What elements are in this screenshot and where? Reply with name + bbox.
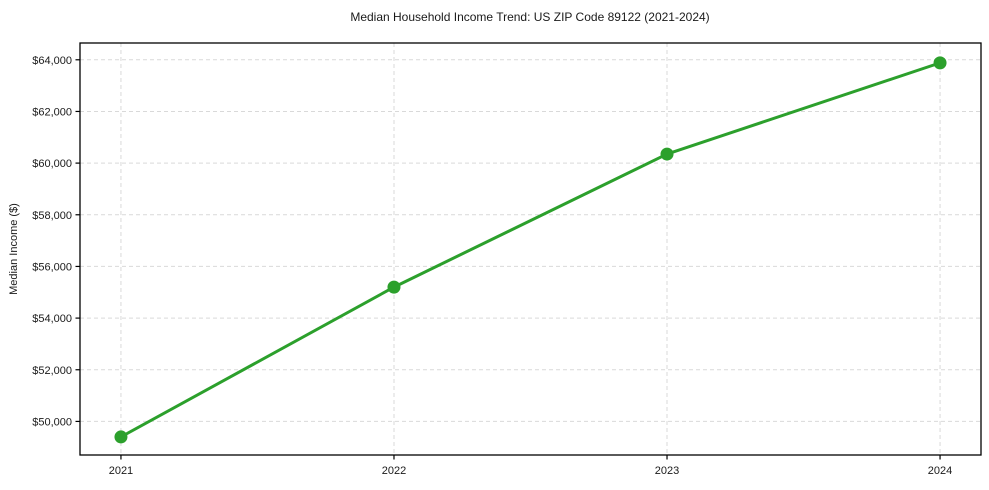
y-axis-label: Median Income ($): [8, 203, 20, 295]
y-tick-label: $54,000: [32, 313, 72, 325]
trend-line: [119, 61, 942, 439]
x-tick-label: 2024: [928, 465, 952, 477]
data-series-group: [114, 56, 947, 444]
data-point-marker: [387, 280, 401, 294]
tick-labels-group: $50,000 $52,000 $54,000 $56,000 $58,000 $60,0…: [32, 55, 952, 477]
y-tick-label: $50,000: [32, 416, 72, 428]
tickmarks-group: [75, 59, 941, 460]
chart-title: Median Household Income Trend: US ZIP Co…: [350, 10, 709, 24]
y-tick-label: $64,000: [32, 55, 72, 67]
y-tick-label: $52,000: [32, 365, 72, 377]
gridlines-group: [80, 43, 981, 455]
y-tick-label: $56,000: [32, 261, 72, 273]
y-tick-label: $58,000: [32, 210, 72, 222]
x-tick-label: 2022: [382, 465, 406, 477]
data-point-marker: [114, 430, 128, 444]
x-tick-label: 2021: [109, 465, 133, 477]
plot-border: [79, 42, 982, 456]
x-tick-label: 2023: [655, 465, 679, 477]
data-point-marker: [660, 147, 674, 161]
y-tick-label: $62,000: [32, 106, 72, 118]
data-point-marker: [933, 56, 947, 70]
y-tick-label: $60,000: [32, 158, 72, 170]
